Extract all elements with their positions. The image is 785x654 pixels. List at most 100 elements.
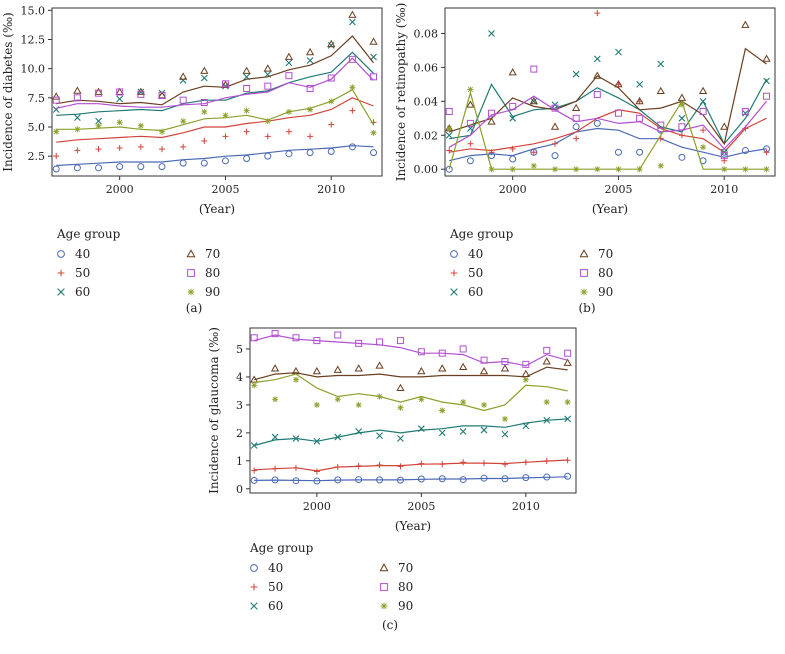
data-point-70 [327,39,336,48]
legend-marker-90 [380,602,388,610]
legend-label-60: 60 [268,599,283,613]
series-90 [251,373,571,422]
x-tick-label: 2010 [512,500,540,513]
legend-marker-50 [450,269,458,277]
data-point-50 [201,138,208,144]
x-axis-label: (Year) [592,202,628,216]
data-point-50 [481,460,488,467]
series-50 [446,10,770,164]
fit-line-60 [449,79,768,145]
data-point-40 [95,164,103,172]
data-point-80 [264,82,272,90]
data-point-40 [636,148,644,156]
data-point-80 [459,345,467,353]
data-point-90 [201,108,208,115]
data-point-60 [459,428,467,435]
data-point-80 [221,80,229,88]
data-point-80 [445,108,453,116]
legend-marker-70 [186,249,196,258]
data-point-60 [522,422,530,430]
data-point-40 [137,163,145,171]
data-point-90 [467,86,474,93]
data-point-60 [95,117,102,125]
data-point-70 [677,93,687,101]
x-tick-label: 2005 [211,183,239,196]
data-point-70 [593,71,602,79]
data-point-90 [116,119,123,126]
data-point-80 [593,91,601,99]
data-point-50 [594,10,601,17]
y-tick-label: 4 [236,371,243,384]
data-point-60 [179,76,187,84]
data-point-70 [221,80,230,88]
data-point-80 [763,92,771,100]
data-point-80 [480,356,488,364]
data-point-50 [307,133,314,140]
legend-label-40: 40 [268,561,283,575]
data-point-80 [417,348,425,356]
legend-title: Age group [56,227,121,241]
data-point-90 [657,162,664,169]
data-point-40 [52,165,60,173]
data-point-90 [376,393,383,400]
data-point-90 [53,128,60,135]
fit-line-40 [449,127,767,162]
data-point-40 [466,157,474,165]
chart-b-svg: 0.00 0.02 0.04 0.06 0.08 2000 2005 2010 Incidenc… [394,3,776,315]
series-60 [445,30,770,156]
data-point-40 [285,150,293,158]
legend-title: Age group [449,227,514,241]
data-point-50 [349,107,356,114]
data-point-70 [479,366,489,375]
data-point-90 [180,118,187,125]
y-tick-label: 10.0 [21,63,46,76]
data-point-40 [614,148,622,156]
legend: Age group 40 50 60 70 80 90 [449,227,613,299]
data-point-60 [438,429,446,437]
data-point-80 [243,85,251,92]
data-point-40 [543,473,551,481]
data-point-90 [509,166,516,173]
chart-panel-a: 2.5 5.0 7.5 10.0 12.5 15.0 2000 2005 2010 Inciden… [0,0,392,322]
fit-line-40 [56,145,374,167]
data-point-90 [573,166,580,173]
data-point-90 [349,84,356,91]
data-point-50 [355,462,362,469]
data-point-80 [699,108,707,116]
data-point-80 [551,104,559,112]
data-point-40 [313,477,321,485]
data-point-50 [137,143,144,150]
panel-label: (a) [186,301,203,315]
y-tick-label: 1 [236,455,243,468]
data-point-50 [334,463,341,470]
data-point-50 [678,132,685,139]
data-point-90 [159,128,165,135]
data-point-60 [306,57,314,64]
x-axis-label: (Year) [199,202,235,216]
data-point-90 [222,112,229,119]
series-70 [52,10,378,106]
data-point-40 [741,147,749,155]
legend-marker-70 [579,249,589,258]
data-point-60 [445,131,453,139]
data-point-80 [313,337,321,345]
x-tick-label: 2000 [106,183,134,196]
x-tick-label: 2005 [604,183,632,196]
data-point-70 [550,122,560,130]
data-point-90 [439,407,446,414]
data-point-60 [250,442,258,449]
data-point-90 [74,126,81,133]
data-point-40 [522,474,530,482]
data-point-40 [200,159,208,167]
data-point-40 [264,152,272,160]
data-point-70 [614,79,623,88]
data-point-70 [529,96,539,105]
series-60 [250,415,572,449]
legend-marker-80 [187,269,195,277]
data-point-80 [678,123,686,131]
data-point-40 [501,475,509,483]
data-point-70 [369,37,378,45]
data-point-70 [348,10,357,18]
data-point-80 [327,74,335,82]
data-point-90 [564,399,571,406]
